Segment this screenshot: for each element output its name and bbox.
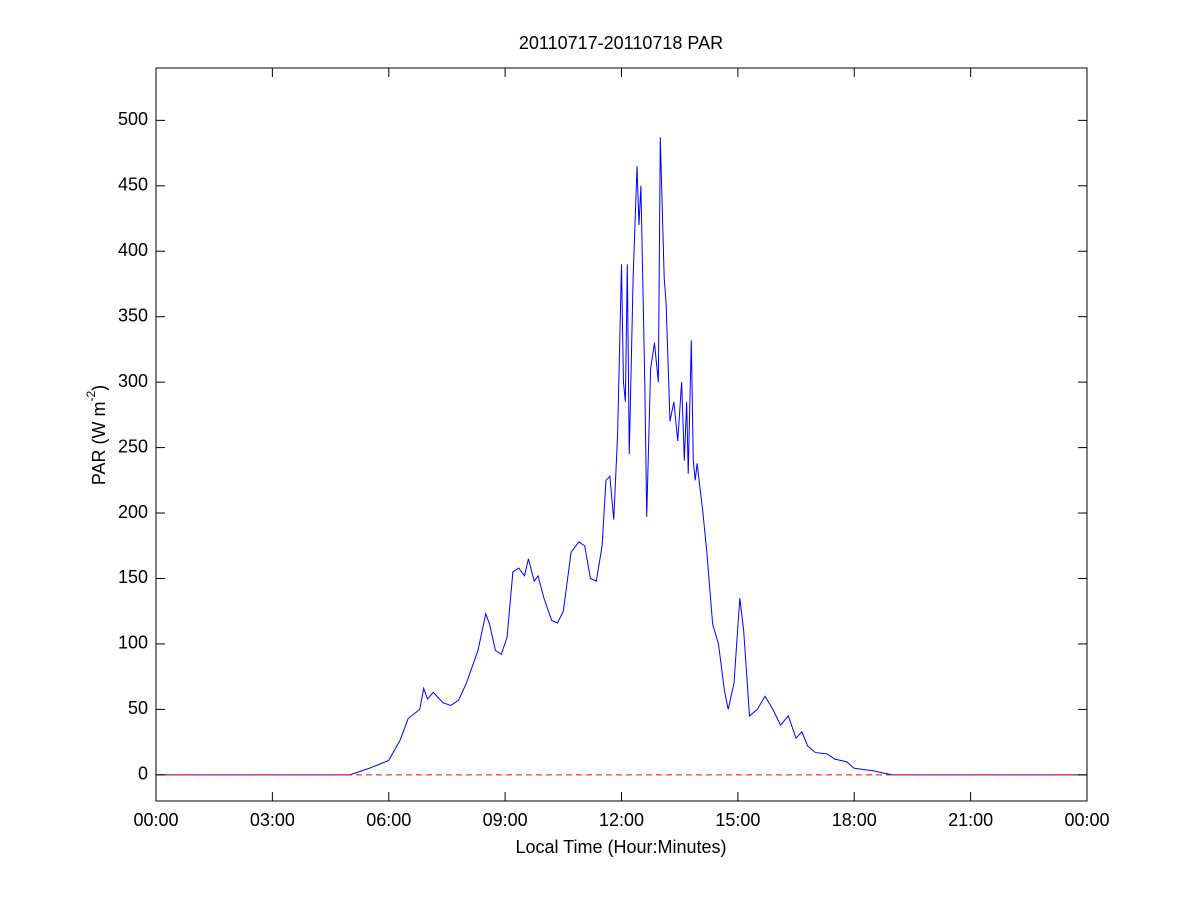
y-tick-label: 350 [118,305,148,325]
x-tick-label: 18:00 [832,810,877,830]
x-tick-label: 15:00 [715,810,760,830]
y-axis-label-sup: -2 [84,391,98,402]
y-tick-label: 450 [118,175,148,195]
y-tick-label: 50 [128,698,148,718]
x-tick-label: 06:00 [366,810,411,830]
y-tick-label: 200 [118,502,148,522]
data-line [156,137,1087,776]
x-tick-label: 00:00 [133,810,178,830]
chart-title: 20110717-20110718 PAR [519,33,723,53]
y-tick-label: 250 [118,436,148,456]
x-tick-label: 21:00 [948,810,993,830]
x-tick-label: 12:00 [599,810,644,830]
y-tick-label: 400 [118,240,148,260]
y-axis-label-text: PAR (W m [89,402,109,486]
y-axis-label-end: ) [89,385,109,391]
x-tick-label: 03:00 [250,810,295,830]
y-tick-label: 0 [138,764,148,784]
y-tick-label: 500 [118,109,148,129]
y-tick-label: 150 [118,567,148,587]
x-tick-label: 09:00 [483,810,528,830]
x-axis-label: Local Time (Hour:Minutes) [515,837,726,857]
x-tick-label: 00:00 [1064,810,1109,830]
y-tick-label: 100 [118,633,148,653]
y-axis-label: PAR (W m-2) [84,385,109,485]
y-tick-label: 300 [118,371,148,391]
